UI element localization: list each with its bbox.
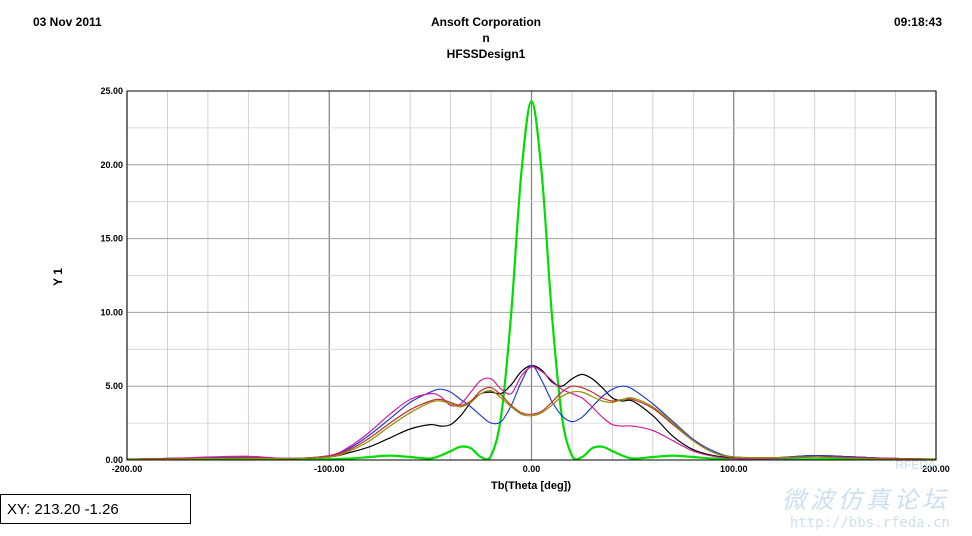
report-subtitle: n [482,31,490,45]
y-tick-label: 5.00 [105,381,123,391]
series-line-6 [126,389,937,460]
watermark-text: 微波仿真论坛 [782,486,950,514]
design-name: HFSSDesign1 [446,47,526,61]
x-tick-label: -200.00 [112,464,143,474]
series-group [126,100,937,461]
y-tick-label: 25.00 [100,86,123,96]
y-tick-label: 10.00 [100,307,123,317]
y-tick-label: 20.00 [100,160,123,170]
x-tick-label: 200.00 [922,464,950,474]
grid [126,90,937,461]
series-line-1 [127,100,936,461]
watermark-logo: RFEDA [895,458,936,472]
x-tick-label: 100.00 [720,464,748,474]
y-axis-label: Y 1 [51,268,65,286]
y-tick-label: 15.00 [100,234,123,244]
series-line-4 [126,366,937,460]
y-tick-label: 0.00 [105,455,123,465]
report-time: 09:18:43 [893,15,942,29]
watermark: 微波仿真论坛 http://bbs.rfeda.cn [782,480,950,531]
xy-readout: XY: 213.20 -1.26 [0,494,191,524]
axis-ticks: -200.00 -100.00 0.00 100.00 200.00 0.00 5.00 10… [100,86,949,474]
x-axis-label: Tb(Theta [deg]) [491,480,571,492]
company-title: Ansoft Corporation [431,15,541,29]
series-line-3 [126,364,937,460]
report-date: 03 Nov 2011 [33,15,102,29]
x-tick-label: -100.00 [314,464,345,474]
x-tick-label: 0.00 [523,464,541,474]
plot-frame [126,90,937,461]
watermark-url: http://bbs.rfeda.cn [789,515,950,531]
